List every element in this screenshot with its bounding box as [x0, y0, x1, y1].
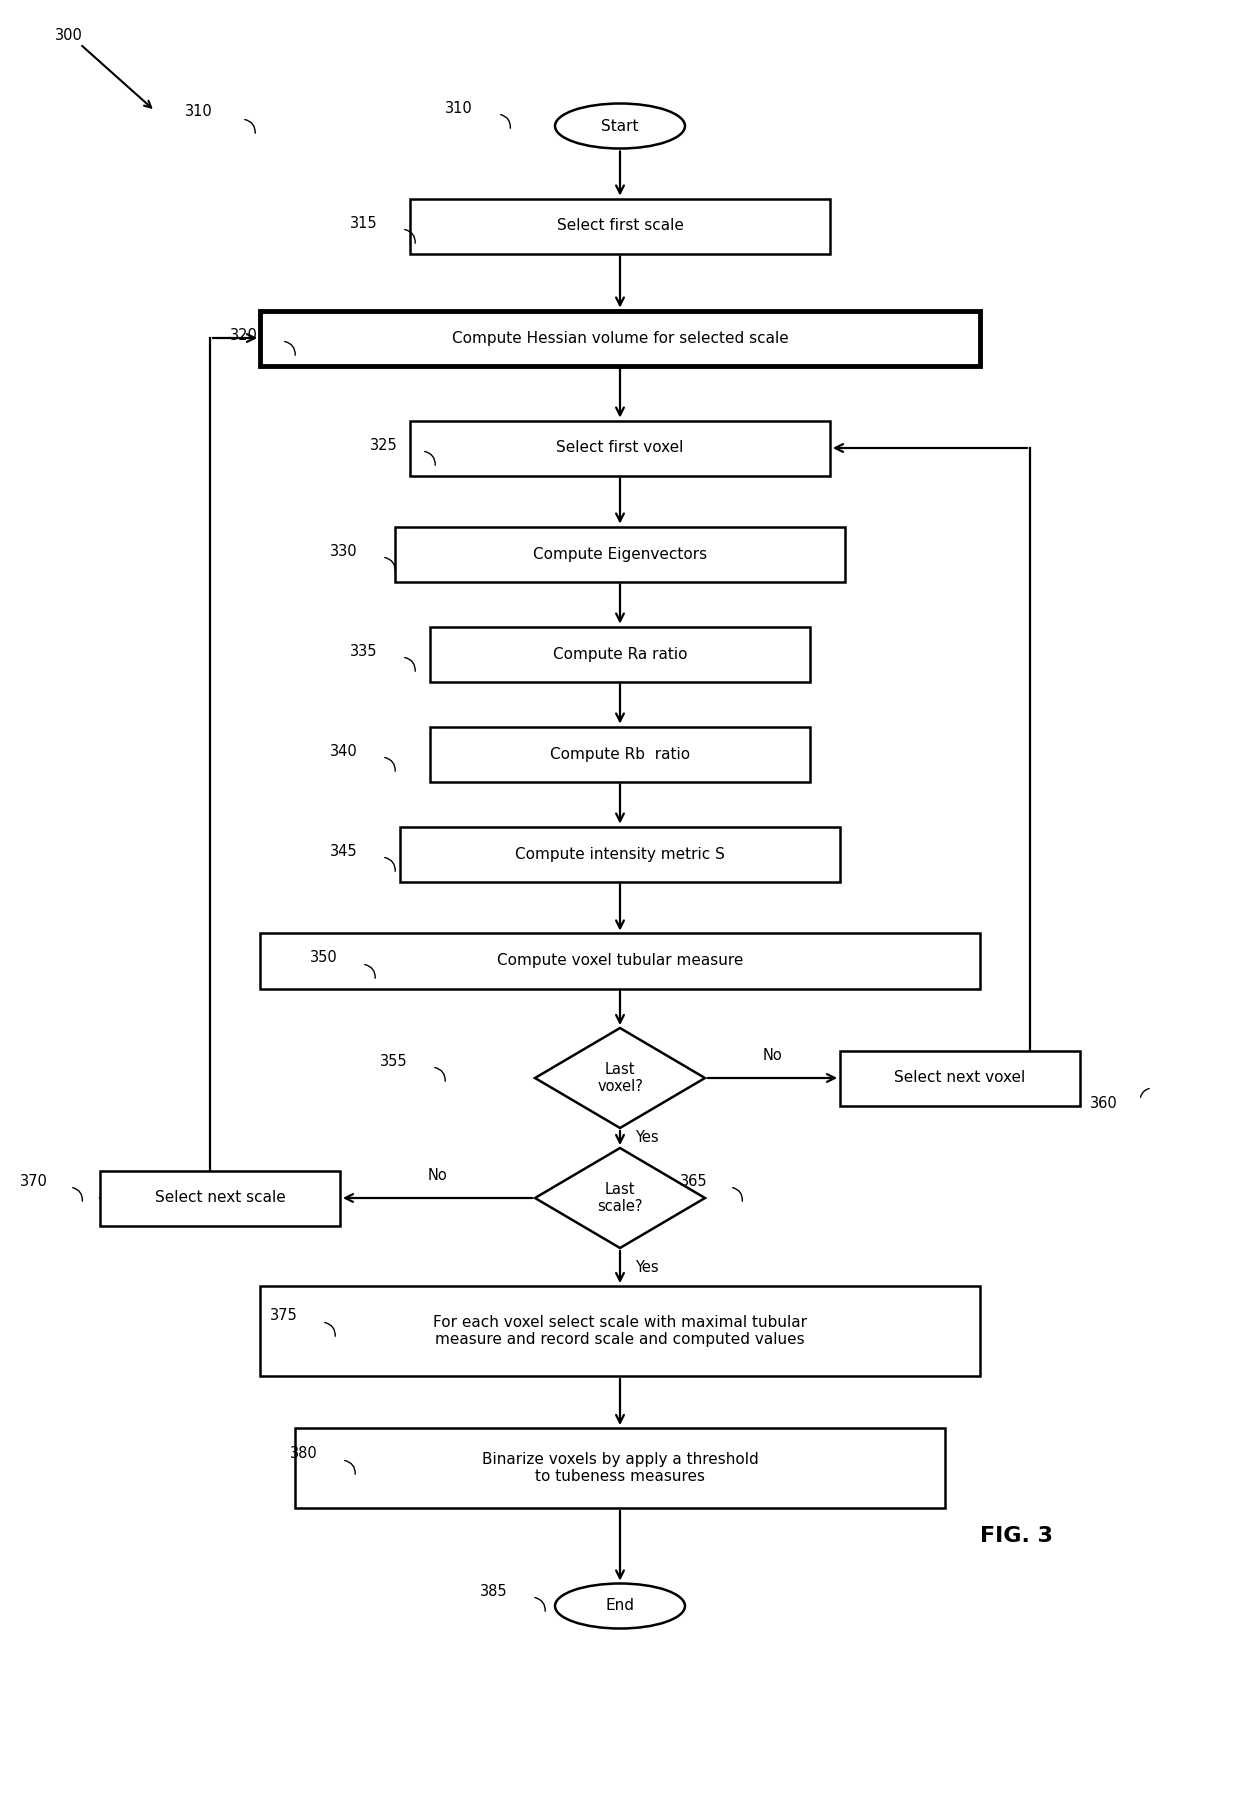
- Text: 320: 320: [229, 327, 258, 343]
- FancyBboxPatch shape: [410, 421, 830, 476]
- Text: Compute Eigenvectors: Compute Eigenvectors: [533, 547, 707, 561]
- Text: Binarize voxels by apply a threshold
to tubeness measures: Binarize voxels by apply a threshold to …: [481, 1451, 759, 1484]
- FancyBboxPatch shape: [839, 1050, 1080, 1106]
- Text: 380: 380: [290, 1447, 317, 1462]
- Text: 370: 370: [20, 1173, 48, 1188]
- FancyBboxPatch shape: [396, 527, 844, 581]
- Text: Yes: Yes: [635, 1260, 658, 1275]
- Text: Compute voxel tubular measure: Compute voxel tubular measure: [497, 953, 743, 968]
- Polygon shape: [534, 1148, 706, 1248]
- FancyBboxPatch shape: [430, 627, 810, 681]
- Text: Compute Hessian volume for selected scale: Compute Hessian volume for selected scal…: [451, 331, 789, 345]
- Text: Last
scale?: Last scale?: [598, 1182, 642, 1215]
- Text: Select next scale: Select next scale: [155, 1191, 285, 1206]
- Text: 310: 310: [445, 100, 472, 116]
- FancyBboxPatch shape: [430, 726, 810, 781]
- FancyBboxPatch shape: [100, 1171, 340, 1226]
- Text: 300: 300: [55, 29, 83, 44]
- Ellipse shape: [556, 1584, 684, 1629]
- Text: No: No: [428, 1168, 448, 1182]
- Polygon shape: [534, 1028, 706, 1128]
- FancyBboxPatch shape: [260, 1286, 980, 1377]
- Text: 365: 365: [680, 1173, 708, 1188]
- Text: For each voxel select scale with maximal tubular
measure and record scale and co: For each voxel select scale with maximal…: [433, 1315, 807, 1347]
- Text: No: No: [763, 1048, 782, 1062]
- Text: 310: 310: [185, 104, 213, 118]
- Text: 335: 335: [350, 643, 377, 659]
- Text: Last
voxel?: Last voxel?: [598, 1062, 642, 1095]
- Text: Select first voxel: Select first voxel: [557, 441, 683, 456]
- Text: Compute Ra ratio: Compute Ra ratio: [553, 646, 687, 661]
- Text: 375: 375: [270, 1309, 298, 1324]
- FancyBboxPatch shape: [401, 826, 839, 881]
- Text: FIG. 3: FIG. 3: [980, 1525, 1053, 1545]
- Text: Compute intensity metric S: Compute intensity metric S: [515, 846, 725, 861]
- Text: 360: 360: [1090, 1095, 1117, 1111]
- Text: Select first scale: Select first scale: [557, 218, 683, 234]
- Text: Compute Rb  ratio: Compute Rb ratio: [549, 746, 691, 761]
- Text: Yes: Yes: [635, 1131, 658, 1146]
- FancyBboxPatch shape: [410, 198, 830, 254]
- FancyBboxPatch shape: [260, 311, 980, 365]
- Ellipse shape: [556, 104, 684, 149]
- Text: 355: 355: [379, 1053, 408, 1068]
- FancyBboxPatch shape: [260, 933, 980, 988]
- Text: 340: 340: [330, 743, 358, 759]
- FancyBboxPatch shape: [295, 1427, 945, 1507]
- Text: 350: 350: [310, 950, 337, 966]
- Text: 345: 345: [330, 843, 357, 859]
- Text: Select next voxel: Select next voxel: [894, 1070, 1025, 1086]
- Text: 330: 330: [330, 543, 357, 559]
- Text: 325: 325: [370, 438, 398, 452]
- Text: 385: 385: [480, 1584, 507, 1598]
- Text: 315: 315: [350, 216, 378, 231]
- Text: Start: Start: [601, 118, 639, 134]
- Text: End: End: [605, 1598, 635, 1613]
